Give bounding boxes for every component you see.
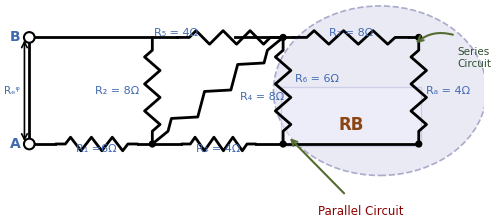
Text: Rₑᵠ: Rₑᵠ bbox=[3, 86, 19, 96]
Text: R₅ = 4Ω: R₅ = 4Ω bbox=[154, 28, 198, 38]
Circle shape bbox=[280, 35, 286, 40]
Text: Parallel Circuit: Parallel Circuit bbox=[318, 205, 404, 218]
FancyBboxPatch shape bbox=[281, 87, 420, 146]
Circle shape bbox=[150, 141, 155, 147]
Text: R₃ = 4Ω: R₃ = 4Ω bbox=[196, 144, 241, 154]
Circle shape bbox=[416, 35, 421, 40]
Ellipse shape bbox=[273, 6, 487, 175]
Text: A: A bbox=[10, 137, 20, 151]
Text: R₂ = 8Ω: R₂ = 8Ω bbox=[94, 86, 139, 96]
Text: R₄ = 8Ω: R₄ = 8Ω bbox=[240, 93, 284, 103]
Text: R₁ =6Ω: R₁ =6Ω bbox=[76, 144, 116, 154]
Circle shape bbox=[280, 141, 286, 147]
Text: B: B bbox=[10, 30, 20, 44]
Text: RB: RB bbox=[338, 116, 364, 134]
Circle shape bbox=[416, 141, 421, 147]
Circle shape bbox=[24, 139, 35, 149]
Text: R₇ = 8Ω: R₇ = 8Ω bbox=[329, 28, 373, 38]
Text: Rₐ = 4Ω: Rₐ = 4Ω bbox=[425, 86, 470, 96]
Text: Series
Circuit: Series Circuit bbox=[457, 47, 492, 69]
Circle shape bbox=[24, 32, 35, 43]
Text: R₆ = 6Ω: R₆ = 6Ω bbox=[295, 74, 339, 84]
